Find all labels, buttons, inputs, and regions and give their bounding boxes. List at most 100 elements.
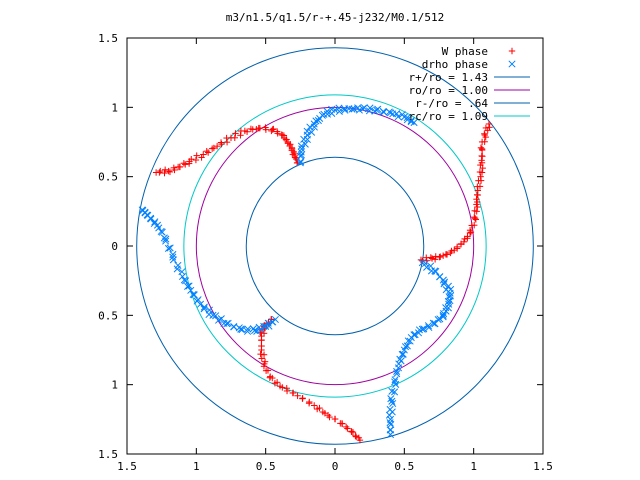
data-point [253, 327, 261, 335]
data-point [220, 319, 228, 327]
data-point [425, 323, 433, 332]
circle-1 [195, 106, 475, 386]
data-point [165, 167, 172, 175]
data-point [344, 425, 351, 432]
data-point [258, 355, 265, 362]
data-point [278, 131, 285, 138]
x-tick-label: 0.5 [394, 460, 414, 473]
data-point [439, 313, 447, 321]
y-tick-label: 1 [111, 101, 118, 114]
data-point [331, 415, 339, 423]
x-tick-label: 1.5 [533, 460, 553, 473]
data-point [341, 106, 349, 114]
data-point [471, 215, 479, 222]
data-point [178, 268, 186, 276]
data-point [232, 130, 239, 137]
data-point [485, 120, 493, 128]
data-point [249, 325, 257, 333]
data-point [298, 145, 306, 153]
data-point [323, 107, 331, 115]
data-point [279, 384, 286, 391]
data-point [204, 149, 212, 156]
data-point [166, 244, 174, 252]
data-point [390, 388, 399, 396]
y-axis: 1.5 1 0.5 0 0.5 1 1.5 [98, 32, 543, 461]
data-point [160, 234, 168, 242]
legend-label: r+/ro = 1.43 [409, 71, 488, 84]
data-point [360, 104, 368, 112]
data-point [406, 337, 414, 345]
data-point [303, 127, 311, 135]
data-point [260, 351, 268, 358]
data-point [331, 106, 339, 114]
data-point [392, 380, 400, 388]
data-point [386, 419, 394, 427]
legend-marker [508, 60, 516, 68]
x-tick-label: 1 [193, 460, 200, 473]
data-point [414, 329, 423, 337]
data-point [157, 227, 165, 236]
data-point [223, 138, 231, 146]
data-point [386, 109, 395, 117]
data-point [262, 367, 270, 374]
data-point [466, 227, 474, 234]
data-point [478, 138, 486, 146]
data-point [297, 151, 305, 159]
data-point [431, 256, 439, 263]
circle-0 [136, 47, 534, 445]
data-point [477, 173, 484, 180]
data-point [316, 404, 323, 412]
data-point [394, 113, 402, 121]
data-point [190, 291, 198, 299]
data-point [398, 350, 406, 358]
data-point [294, 392, 301, 399]
data-point [296, 159, 304, 167]
data-point [339, 420, 346, 427]
data-point [481, 130, 488, 137]
data-point [444, 304, 452, 312]
reference-circles [136, 47, 534, 445]
data-point [237, 132, 244, 139]
data-point [243, 327, 252, 335]
data-point [447, 249, 454, 257]
data-point [352, 432, 359, 440]
data-point [161, 169, 168, 177]
data-point [189, 290, 197, 298]
data-point [212, 312, 220, 320]
data-point [258, 336, 265, 344]
data-point [365, 107, 373, 115]
data-point [150, 219, 158, 228]
data-point [352, 433, 360, 440]
data-point [440, 280, 448, 288]
data-point [326, 413, 333, 421]
legend-label: W phase [442, 45, 488, 58]
data-point [192, 156, 200, 164]
data-point [164, 244, 173, 252]
chart-title: m3/n1.5/q1.5/r-+.45-j232/M0.1/512 [226, 11, 445, 24]
data-point [451, 246, 458, 254]
data-point [182, 161, 189, 168]
data-point [464, 233, 471, 240]
data-point [283, 387, 291, 395]
data-point [288, 144, 296, 152]
data-point [437, 253, 444, 260]
x-tick-label: 1.5 [117, 460, 137, 473]
data-point [152, 169, 160, 176]
data-point [217, 139, 225, 146]
data-point [366, 104, 374, 112]
data-point [386, 431, 395, 439]
legend-label: rc/ro = 1.09 [409, 110, 488, 123]
data-point [166, 168, 174, 176]
data-point [169, 253, 177, 261]
data-point [356, 436, 364, 444]
data-point [474, 183, 481, 190]
data-point [230, 323, 238, 331]
data-point [157, 167, 164, 175]
data-point [310, 123, 318, 131]
data-point [442, 251, 450, 258]
data-point [244, 325, 252, 333]
data-point [400, 346, 408, 354]
data-point [427, 254, 435, 261]
legend-label: ro/ro = 1.00 [409, 84, 488, 97]
